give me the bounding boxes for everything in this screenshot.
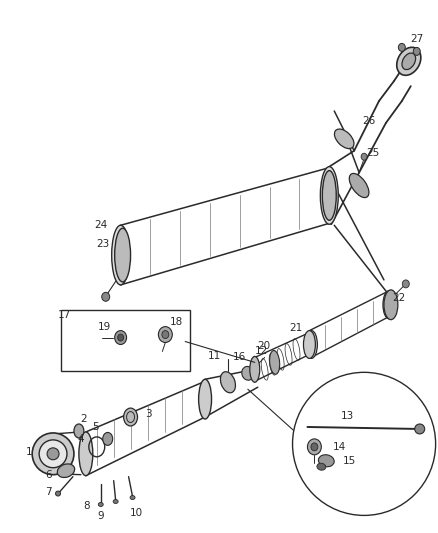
- Text: 12: 12: [255, 346, 268, 357]
- Ellipse shape: [162, 330, 169, 338]
- Ellipse shape: [32, 433, 74, 475]
- Ellipse shape: [402, 53, 416, 70]
- Ellipse shape: [242, 366, 254, 380]
- Text: 6: 6: [45, 470, 51, 480]
- Ellipse shape: [159, 327, 172, 343]
- Ellipse shape: [250, 357, 260, 382]
- Bar: [61, 310, 190, 372]
- Text: 2: 2: [81, 414, 87, 424]
- Ellipse shape: [115, 330, 127, 344]
- Text: 19: 19: [98, 321, 111, 332]
- Text: 14: 14: [332, 442, 346, 452]
- Ellipse shape: [269, 351, 280, 374]
- Ellipse shape: [220, 372, 236, 393]
- Ellipse shape: [305, 330, 318, 358]
- Ellipse shape: [307, 439, 321, 455]
- Ellipse shape: [398, 43, 405, 51]
- Circle shape: [293, 373, 436, 515]
- Ellipse shape: [361, 153, 367, 160]
- Ellipse shape: [322, 171, 336, 220]
- Ellipse shape: [304, 330, 315, 358]
- Text: 4: 4: [78, 434, 84, 444]
- Ellipse shape: [102, 292, 110, 301]
- Ellipse shape: [39, 440, 67, 468]
- Ellipse shape: [317, 463, 326, 470]
- Ellipse shape: [124, 408, 138, 426]
- Ellipse shape: [103, 432, 113, 446]
- Ellipse shape: [349, 173, 369, 198]
- Text: 25: 25: [367, 148, 380, 158]
- Ellipse shape: [415, 424, 425, 434]
- Text: 3: 3: [145, 409, 152, 419]
- Text: 7: 7: [45, 487, 51, 497]
- Text: 10: 10: [130, 508, 143, 519]
- Ellipse shape: [198, 379, 212, 419]
- Ellipse shape: [112, 225, 130, 285]
- Ellipse shape: [335, 129, 354, 149]
- Text: 17: 17: [57, 310, 71, 320]
- Ellipse shape: [74, 424, 84, 438]
- Text: 8: 8: [84, 502, 90, 512]
- Ellipse shape: [79, 432, 93, 475]
- Text: 11: 11: [208, 351, 221, 361]
- Text: 22: 22: [392, 293, 406, 303]
- Text: 26: 26: [362, 116, 376, 126]
- Ellipse shape: [56, 491, 60, 496]
- Text: 9: 9: [97, 511, 104, 521]
- Text: 27: 27: [410, 35, 424, 44]
- Text: 16: 16: [233, 352, 247, 362]
- Ellipse shape: [130, 496, 135, 499]
- Ellipse shape: [403, 280, 409, 288]
- Ellipse shape: [113, 499, 118, 504]
- Ellipse shape: [320, 167, 338, 224]
- Ellipse shape: [118, 334, 124, 341]
- Ellipse shape: [413, 47, 420, 55]
- Ellipse shape: [384, 290, 398, 320]
- Text: 1: 1: [26, 447, 32, 457]
- Text: 15: 15: [343, 456, 356, 466]
- Text: 23: 23: [96, 239, 110, 249]
- Ellipse shape: [311, 443, 318, 451]
- Text: 5: 5: [92, 422, 99, 432]
- Ellipse shape: [383, 291, 395, 319]
- Text: 20: 20: [257, 342, 270, 351]
- Text: 21: 21: [289, 322, 302, 333]
- Ellipse shape: [318, 455, 334, 467]
- Text: 24: 24: [94, 220, 107, 230]
- Ellipse shape: [98, 503, 103, 506]
- Text: 13: 13: [341, 411, 354, 421]
- Ellipse shape: [57, 464, 74, 478]
- Text: 18: 18: [170, 317, 183, 327]
- Ellipse shape: [397, 47, 421, 75]
- Ellipse shape: [47, 448, 59, 460]
- Ellipse shape: [115, 228, 131, 282]
